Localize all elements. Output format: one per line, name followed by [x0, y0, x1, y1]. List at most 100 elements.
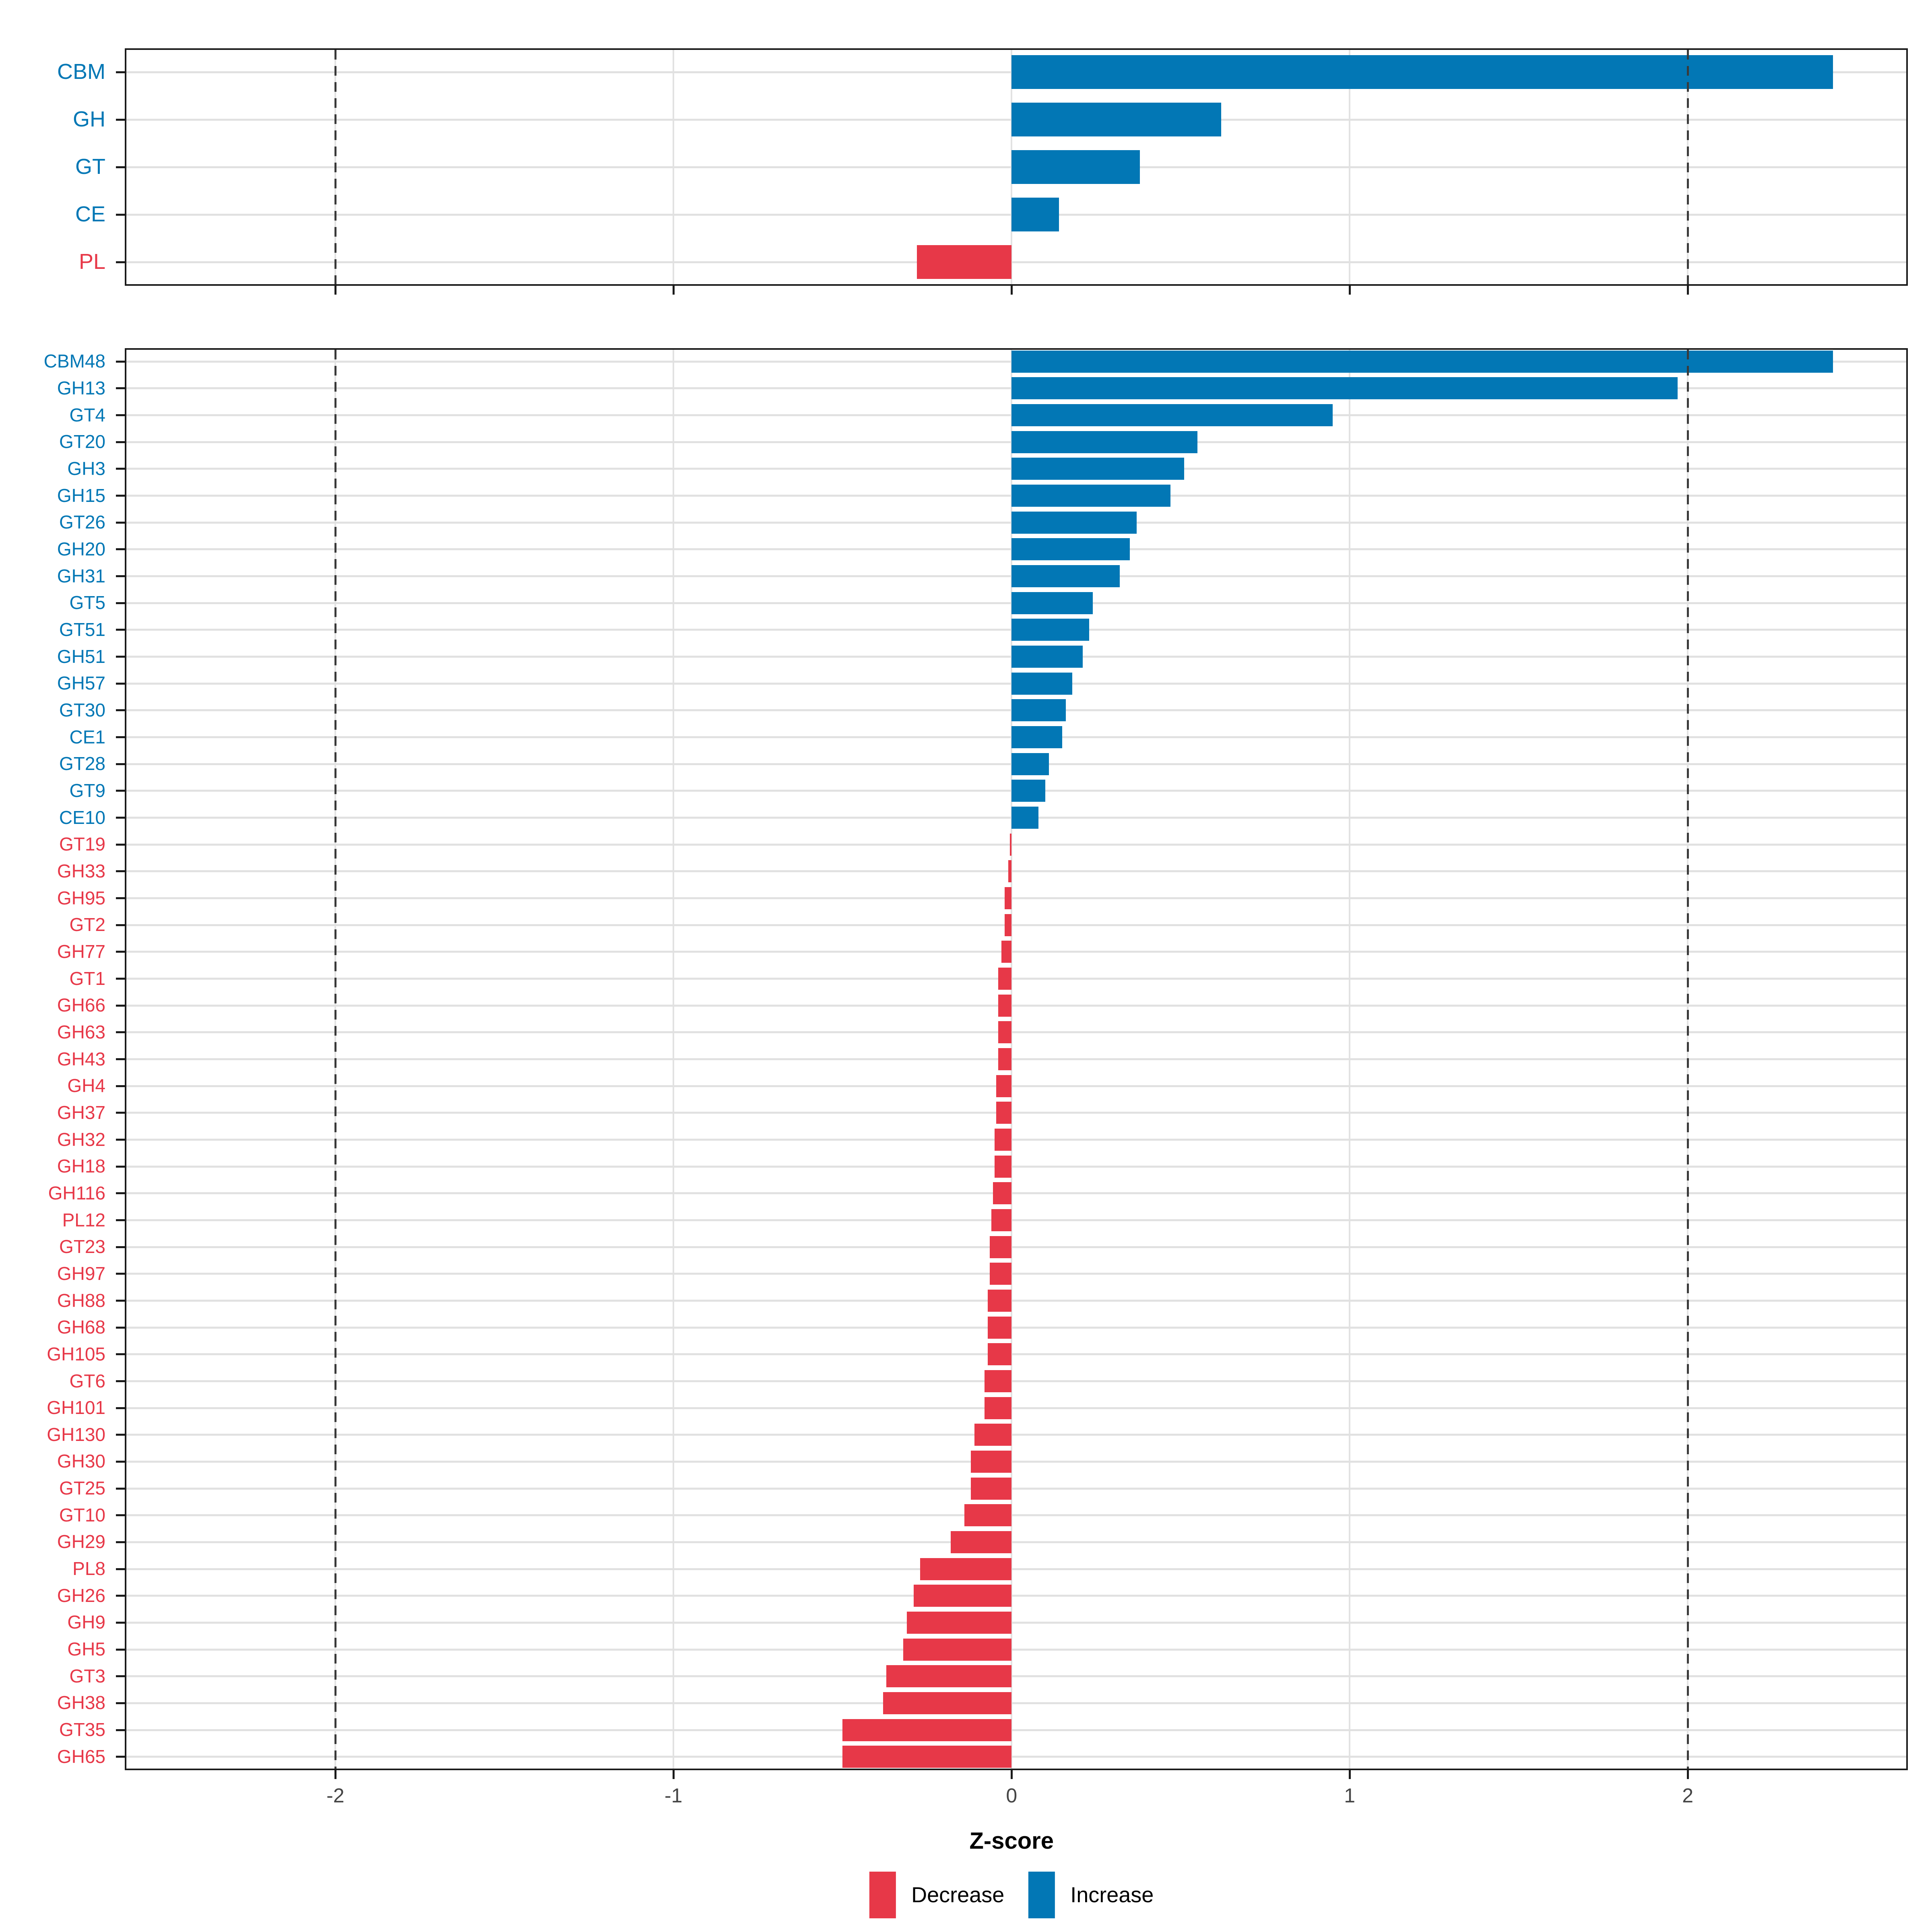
ytick-GT1 — [116, 978, 125, 980]
ylabel-PL8: PL8 — [72, 1558, 105, 1579]
ytick-GH130 — [116, 1434, 125, 1436]
ylabel-GH116: GH116 — [48, 1182, 105, 1203]
bar-CE — [1011, 198, 1059, 231]
ytick-CE10 — [116, 817, 125, 819]
ylabel-GH97: GH97 — [57, 1263, 105, 1284]
ytick-GH3 — [116, 468, 125, 470]
xtick-mark — [1686, 1770, 1689, 1779]
row-gridline — [126, 261, 1906, 263]
ytick-GT51 — [116, 629, 125, 631]
ytick-GH32 — [116, 1138, 125, 1141]
ytick-GH68 — [116, 1326, 125, 1329]
ytick-GT3 — [116, 1675, 125, 1678]
legend: Decrease Increase — [869, 1872, 1154, 1918]
bar-GH29 — [951, 1531, 1012, 1553]
ylabel-GH51: GH51 — [57, 646, 105, 667]
row-gridline — [126, 1460, 1906, 1463]
ytick-GT10 — [116, 1514, 125, 1517]
bar-GH31 — [1011, 565, 1120, 588]
xtick-mark — [1348, 286, 1351, 295]
ylabel-GH20: GH20 — [57, 539, 105, 560]
row-gridline — [126, 1621, 1906, 1624]
enzyme-family-panel — [125, 348, 1908, 1770]
ytick-GT26 — [116, 521, 125, 524]
bar-GH88 — [988, 1289, 1012, 1312]
row-gridline — [126, 843, 1906, 846]
ylabel-GH13: GH13 — [57, 378, 105, 399]
bar-GT25 — [971, 1477, 1012, 1500]
ylabel-GT28: GT28 — [59, 753, 105, 774]
bar-GT1 — [998, 968, 1012, 990]
bar-GT — [1011, 150, 1140, 184]
bar-GT28 — [1011, 753, 1049, 775]
bar-GH18 — [995, 1155, 1012, 1178]
ylabel-GH30: GH30 — [57, 1451, 105, 1472]
increase-swatch-icon — [1028, 1872, 1055, 1918]
bar-GH — [1011, 103, 1221, 136]
bar-GT23 — [989, 1236, 1012, 1258]
row-gridline — [126, 1246, 1906, 1248]
row-gridline — [126, 924, 1906, 926]
row-gridline — [126, 1273, 1906, 1275]
bar-GH77 — [1001, 941, 1012, 963]
ylabel-GH38: GH38 — [57, 1692, 105, 1713]
ytick-GH43 — [116, 1058, 125, 1060]
xtick-mark — [672, 286, 675, 295]
ytick-GH37 — [116, 1112, 125, 1114]
bar-GH9 — [906, 1611, 1012, 1634]
ytick-GH38 — [116, 1702, 125, 1704]
row-gridline — [126, 1085, 1906, 1087]
bar-GH20 — [1011, 538, 1130, 561]
ytick-GT25 — [116, 1487, 125, 1490]
ylabel-GH66: GH66 — [57, 995, 105, 1016]
ytick-GT20 — [116, 441, 125, 443]
bar-GH37 — [996, 1102, 1012, 1124]
bar-GT30 — [1011, 699, 1066, 722]
bar-GT6 — [985, 1370, 1012, 1392]
ytick-GH95 — [116, 897, 125, 900]
bar-GH130 — [974, 1424, 1012, 1446]
bar-GH66 — [998, 994, 1012, 1017]
ylabel-GT25: GT25 — [59, 1478, 105, 1499]
row-gridline — [126, 951, 1906, 953]
ytick-CE1 — [116, 736, 125, 739]
ylabel-GH26: GH26 — [57, 1585, 105, 1606]
bar-GH101 — [985, 1397, 1012, 1419]
bar-GH5 — [903, 1638, 1012, 1661]
ylabel-CBM: CBM — [57, 59, 105, 84]
row-gridline — [126, 1541, 1906, 1543]
ylabel-GT4: GT4 — [69, 404, 105, 425]
bar-GH43 — [998, 1048, 1012, 1070]
ylabel-CE10: CE10 — [59, 807, 105, 828]
row-gridline — [126, 1353, 1906, 1356]
ylabel-GH33: GH33 — [57, 860, 105, 881]
row-gridline — [126, 1434, 1906, 1436]
ylabel-GT23: GT23 — [59, 1236, 105, 1257]
ytick-GH13 — [116, 387, 125, 390]
xtick-label-2: 2 — [1682, 1784, 1694, 1807]
row-gridline — [126, 1165, 1906, 1168]
enzyme-class-panel — [125, 48, 1908, 286]
bar-GH51 — [1011, 646, 1083, 668]
xtick-mark — [334, 286, 336, 295]
row-gridline — [126, 1326, 1906, 1329]
row-gridline — [126, 1675, 1906, 1678]
row-gridline — [126, 1756, 1906, 1758]
ylabel-GT20: GT20 — [59, 431, 105, 452]
ytick-CBM — [116, 71, 125, 73]
bar-PL8 — [920, 1558, 1012, 1580]
ytick-GH77 — [116, 951, 125, 953]
ylabel-CE1: CE1 — [69, 726, 105, 747]
ylabel-GH43: GH43 — [57, 1048, 105, 1069]
dashed-refline-minus2 — [334, 50, 336, 284]
row-gridline — [126, 1568, 1906, 1570]
ylabel-CBM48: CBM48 — [43, 351, 105, 372]
ytick-GH63 — [116, 1031, 125, 1034]
enzyme-family-plot-area — [126, 350, 1906, 1769]
bar-GH116 — [993, 1182, 1012, 1205]
ytick-GH18 — [116, 1165, 125, 1168]
dashed-refline-minus2 — [334, 350, 336, 1769]
legend-item-decrease: Decrease — [869, 1872, 1004, 1918]
xtick-mark — [334, 1770, 336, 1779]
